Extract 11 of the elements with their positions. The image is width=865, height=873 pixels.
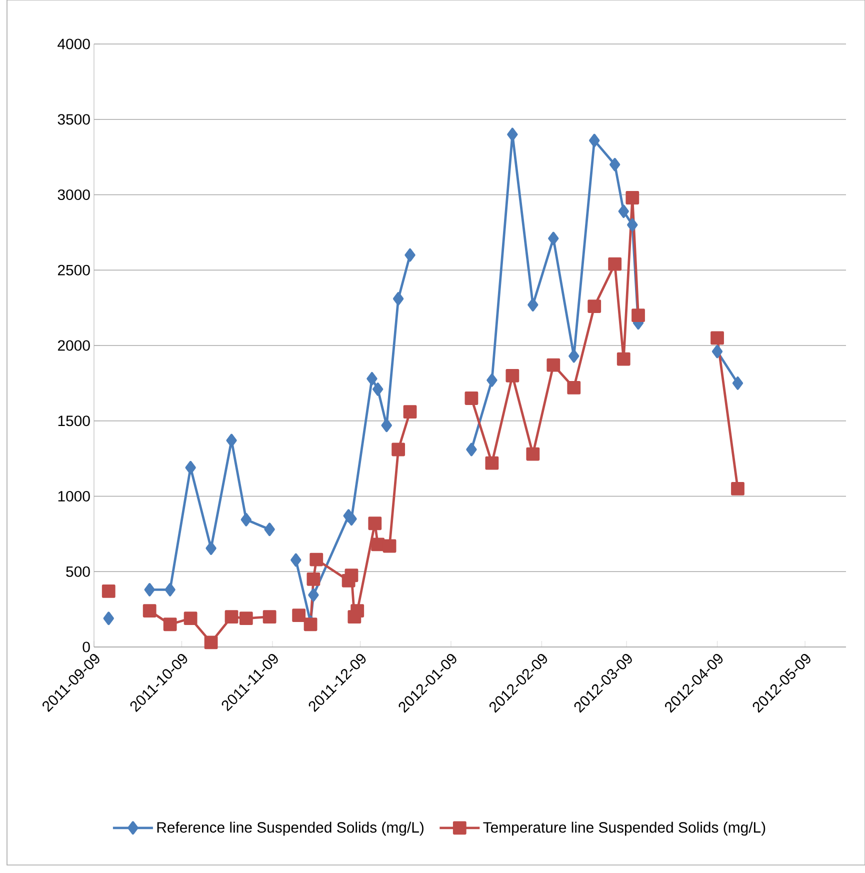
y-tick-label: 3000 (58, 189, 90, 200)
legend-label: Reference line Suspended Solids (mg/L) (157, 822, 424, 836)
y-tick-label: 2000 (58, 340, 90, 351)
y-tick-label: 0 (82, 642, 90, 652)
y-tick-label: 2500 (58, 264, 90, 276)
y-tick-label: 1000 (58, 490, 90, 502)
y-tick-label: 3500 (58, 114, 90, 125)
y-tick-label: 500 (66, 566, 90, 577)
y-tick-label: 1500 (58, 416, 90, 426)
y-tick-label: 4000 (58, 38, 90, 50)
legend-label: Temperature line Suspended Solids (mg/L) (483, 822, 766, 836)
